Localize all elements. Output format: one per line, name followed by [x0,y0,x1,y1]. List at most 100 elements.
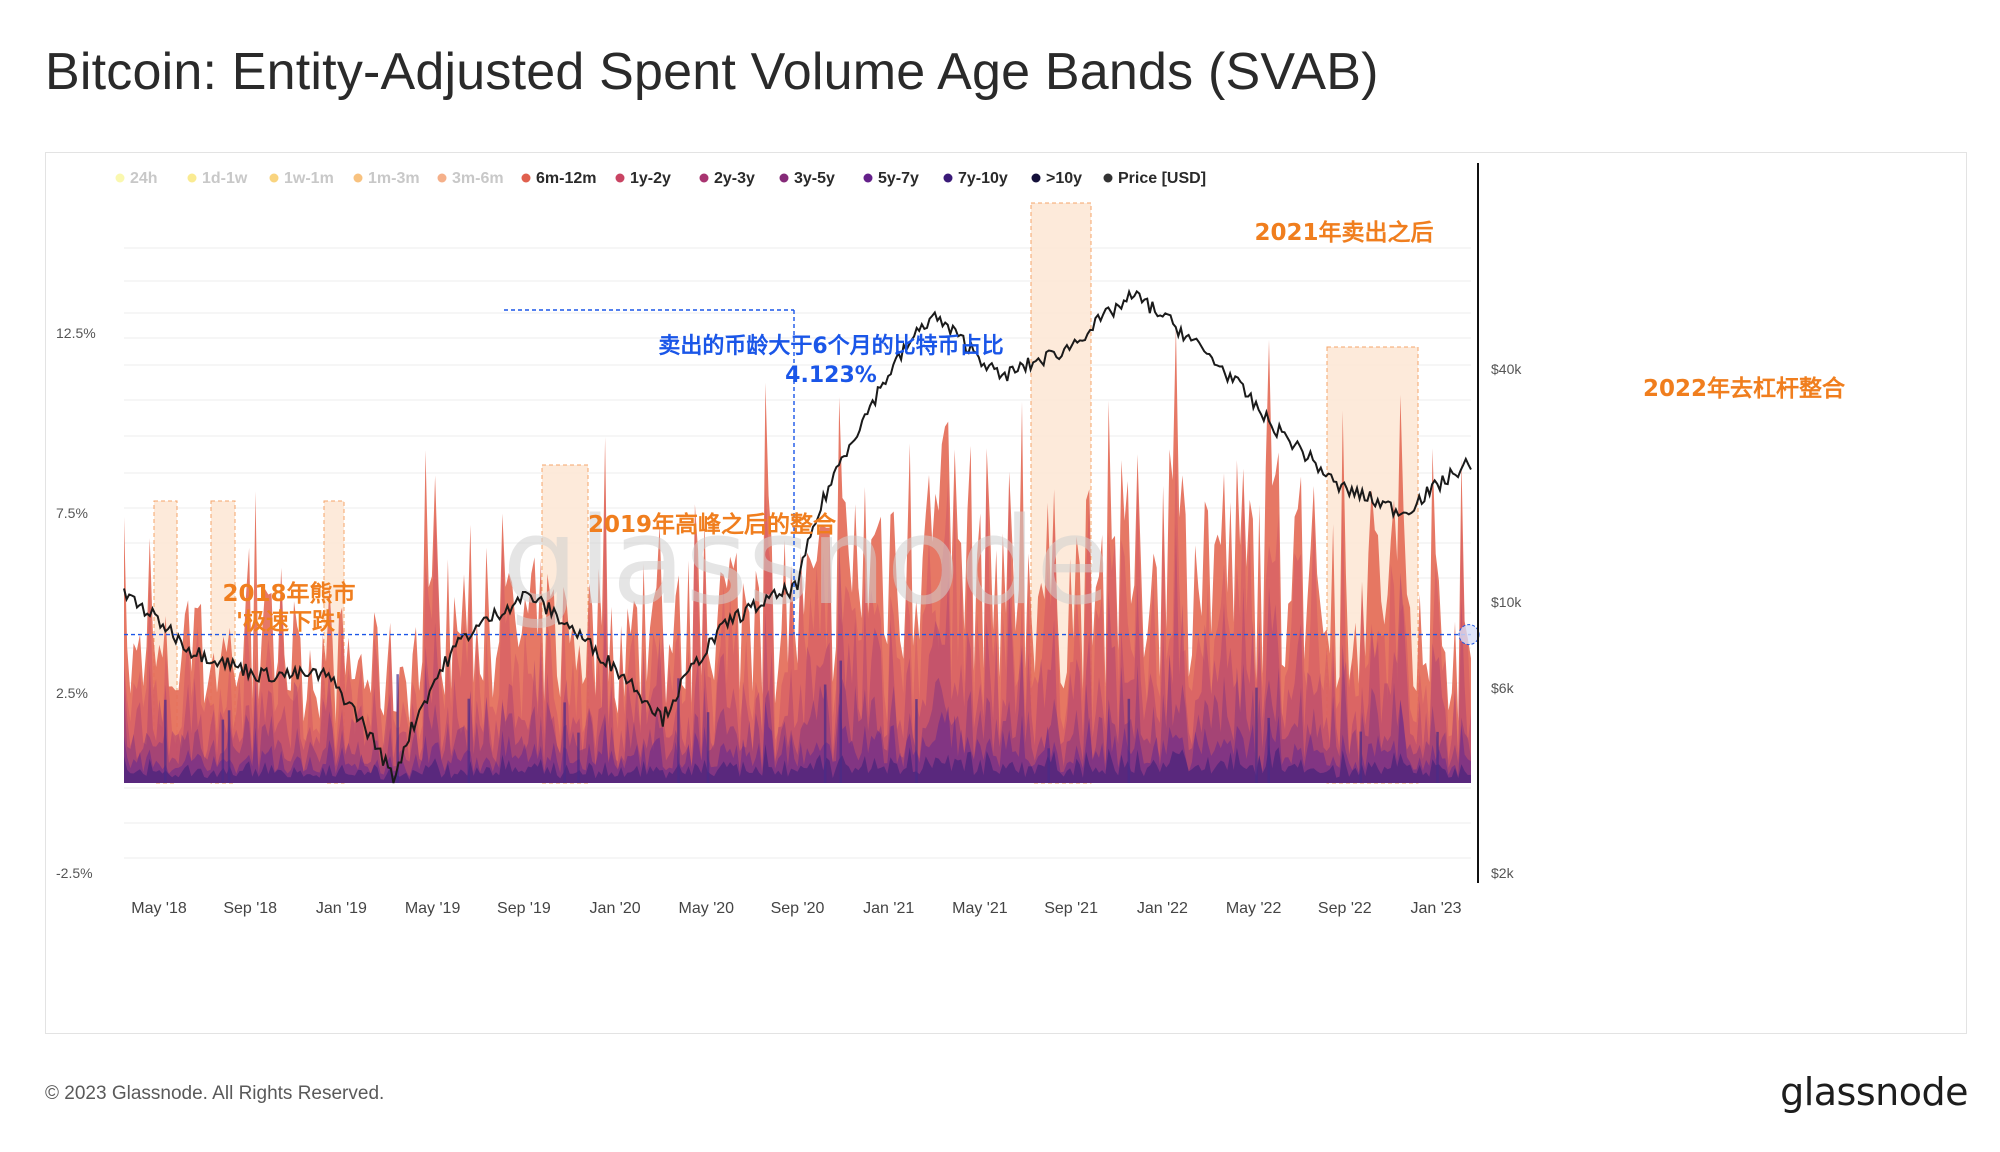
legend-item[interactable]: 6m-12m [521,170,597,187]
y-left-tick-label: -2.5% [56,865,93,881]
area-spike-10y [839,660,842,783]
legend-label: 24h [130,170,158,187]
area-spike-10y [577,732,580,783]
legend-item[interactable]: Price [USD] [1103,170,1207,187]
area-spike-10y [227,710,231,783]
legend-item[interactable]: 1y-2y [615,170,672,187]
x-tick-label: Sep '18 [223,900,277,917]
legend-marker [943,173,953,183]
area-spike-10y [467,698,470,783]
area-2y-3y [124,524,1471,783]
y-right-tick-label: $6k [1491,680,1515,696]
area-spike-10y [677,678,680,783]
area-spike-10y [823,684,827,783]
annotation-ref-value: 4.123% [785,363,877,388]
annotation-2019-peak: 2019年高峰之后的整合 [588,511,837,538]
area-spike-10y [1267,717,1270,783]
legend-label: 1d-1w [202,170,248,187]
legend-marker [269,173,279,183]
area-spike-10y [706,712,710,783]
legend-marker [779,173,789,183]
annotation-2018-bear-sub: '极速下跌' [236,608,342,635]
annotation-2018-bear: 2018年熊市 [222,580,355,607]
legend-label: 3m-6m [452,170,504,187]
legend-label: 6m-12m [536,170,596,187]
area-spike-10y [1255,687,1258,783]
reference-endpoint-marker [1458,624,1480,646]
legend-label: 1y-2y [630,170,671,187]
x-tick-label: Jan '21 [863,900,914,917]
legend[interactable]: 24h 1d-1w 1w-1m 1m-3m 3m-6m 6m-12m 1y-2y 2y-3y 3… [115,170,1207,187]
watermark: glassnode [502,493,1110,632]
area-spike-10y [221,719,225,783]
legend-marker [187,173,197,183]
x-tick-label: Jan '19 [316,900,367,917]
legend-marker [863,173,873,183]
y-right-tick-label: $10k [1491,594,1522,610]
x-tick-label: May '20 [679,900,735,917]
area-spike-10y [396,674,399,783]
area-5y-7y [124,699,1471,783]
x-tick-label: May '21 [952,900,1008,917]
legend-item[interactable]: >10y [1031,170,1083,187]
legend-label: 2y-3y [714,170,755,187]
legend-item[interactable]: 2y-3y [699,170,756,187]
chart-panel: glassnode 12.5% 7.5% 2.5% -2.5% $40k $10k $6k $… [45,152,1967,1034]
price-line [123,288,1472,784]
price-series-line [123,288,1472,784]
area-spike-10y [915,699,918,783]
x-tick-label: Sep '21 [1044,900,1098,917]
x-tick-label: Sep '19 [497,900,551,917]
legend-marker [1031,173,1041,183]
area-spike-10y [1127,698,1131,783]
area-3y-5y [124,644,1471,783]
x-tick-label: Jan '23 [1410,900,1461,917]
legend-label: 5y-7y [878,170,919,187]
x-tick-label: May '22 [1226,900,1282,917]
legend-label: >10y [1046,170,1082,187]
x-tick-label: May '19 [405,900,461,917]
y-left-tick-label: 7.5% [56,505,88,521]
reference-line [124,309,1480,646]
x-tick-label: Jan '20 [590,900,641,917]
y-left-tick-label: 12.5% [56,325,96,341]
legend-marker [437,173,447,183]
y-right-tick-label: $40k [1491,361,1522,377]
area-spike-10y [1436,731,1439,783]
legend-item[interactable]: 1m-3m [353,170,420,187]
area-7y-10y [124,744,1471,783]
x-tick-label: May '18 [131,900,187,917]
legend-item[interactable]: 1w-1m [269,170,334,187]
area-spike-10y [1359,731,1362,783]
annotation-2022-delever: 2022年去杠杆整合 [1643,375,1846,402]
legend-item[interactable]: 5y-7y [863,170,920,187]
page-title: Bitcoin: Entity-Adjusted Spent Volume Ag… [45,43,1379,101]
legend-label: 3y-5y [794,170,835,187]
legend-marker [521,173,531,183]
axes: 12.5% 7.5% 2.5% -2.5% $40k $10k $6k $2k May '18 S… [56,163,1522,917]
svab-chart[interactable]: glassnode 12.5% 7.5% 2.5% -2.5% $40k $10k $6k $… [46,153,1968,1035]
legend-marker [1103,173,1113,183]
legend-item[interactable]: 1d-1w [187,170,248,187]
legend-label: 7y-10y [958,170,1008,187]
annotation-ref-title: 卖出的币龄大于6个月的比特币占比 [658,333,1003,359]
legend-item[interactable]: 24h [115,170,158,187]
legend-item[interactable]: 3y-5y [779,170,836,187]
legend-marker [353,173,363,183]
x-tick-label: Sep '20 [771,900,825,917]
annotation-2021-sell: 2021年卖出之后 [1254,219,1433,246]
legend-marker [699,173,709,183]
legend-label: Price [USD] [1118,170,1206,187]
legend-label: 1w-1m [284,170,334,187]
area-spike-10y [1047,748,1050,783]
legend-label: 1m-3m [368,170,420,187]
y-right-tick-label: $2k [1491,865,1515,881]
footer-logo[interactable]: glassnode [1780,1070,1968,1114]
x-tick-label: Sep '22 [1318,900,1372,917]
legend-item[interactable]: 7y-10y [943,170,1008,187]
area-spike-10y [164,699,167,783]
y-left-tick-label: 2.5% [56,685,88,701]
area-bands [124,325,1471,783]
legend-marker [615,173,625,183]
legend-item[interactable]: 3m-6m [437,170,504,187]
